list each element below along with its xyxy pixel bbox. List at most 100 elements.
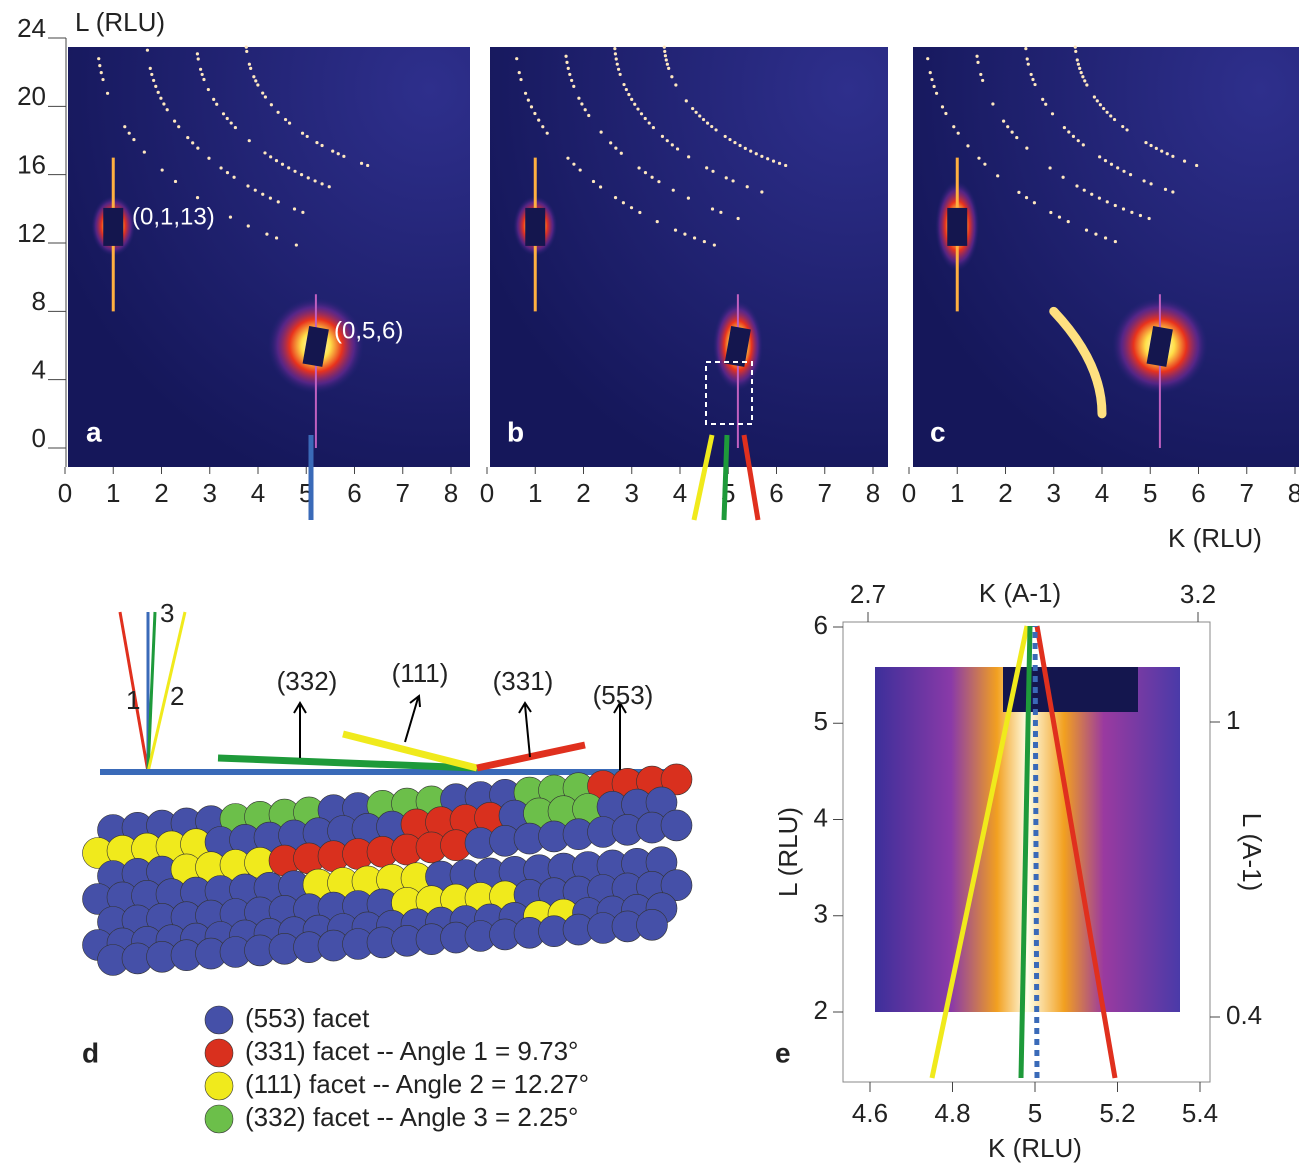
x-tick-label: 5: [1143, 478, 1157, 508]
bragg-dot: [583, 108, 587, 112]
bragg-dot: [639, 112, 644, 116]
bragg-dot: [743, 146, 747, 150]
bragg-dot: [710, 207, 715, 211]
bragg-dot: [305, 134, 309, 139]
bragg-dot: [1105, 200, 1109, 204]
bragg-dot: [1149, 182, 1153, 186]
bragg-dot: [651, 125, 655, 130]
bragg-dot: [515, 57, 519, 61]
bragg-dot: [537, 118, 541, 122]
bragg-dot: [660, 134, 665, 138]
y-tick-label: 5: [814, 706, 828, 736]
bragg-dot: [975, 54, 979, 58]
surface-111: [342, 730, 478, 772]
bragg-dot: [523, 91, 528, 95]
right-axis-label: L (A-1): [1237, 813, 1267, 892]
bragg-dot: [196, 57, 200, 61]
bragg-dot: [195, 196, 200, 200]
bragg-dot: [979, 72, 983, 77]
bragg-dot: [614, 146, 618, 150]
bragg-dot: [564, 54, 568, 58]
bragg-dot: [636, 107, 640, 111]
bragg-dot: [670, 75, 674, 79]
bragg-dot: [269, 103, 273, 107]
bragg-dot: [1165, 152, 1169, 156]
bragg-dot: [228, 215, 233, 219]
y-tick-label: 20: [17, 81, 46, 111]
bragg-dot: [1050, 112, 1055, 116]
bragg-dot: [675, 147, 680, 151]
bragg-dot: [195, 52, 200, 56]
atom-model: [82, 763, 693, 976]
bragg-dot: [1048, 166, 1052, 170]
bragg-dot: [1163, 187, 1168, 192]
bragg-dot: [320, 143, 324, 148]
bragg-dot: [313, 179, 317, 183]
bragg-dot: [618, 72, 622, 77]
x-tick-label: 7: [396, 478, 410, 508]
right-tick-label: 1: [1226, 705, 1240, 735]
bragg-dot: [1128, 173, 1133, 177]
bragg-dot: [268, 196, 273, 200]
bragg-dot: [598, 185, 603, 189]
bragg-dot: [1026, 62, 1030, 66]
bragg-dot: [283, 117, 288, 122]
bragg-dot: [1025, 57, 1029, 61]
bragg-dot: [665, 139, 669, 143]
bragg-dot: [638, 210, 642, 215]
bragg-dot: [684, 99, 688, 103]
y-axis-label: L (RLU): [75, 7, 165, 37]
x-tick-label: 5: [1028, 1098, 1042, 1128]
bragg-dot: [981, 78, 985, 83]
legend-text: (332) facet -- Angle 3 = 2.25°: [245, 1102, 578, 1132]
bragg-dot: [244, 45, 248, 49]
bragg-dot: [1076, 139, 1080, 143]
bragg-dot: [198, 67, 203, 71]
x-tick-label: 1: [528, 478, 542, 508]
bragg-dot: [643, 116, 647, 121]
x-tick-label: 3: [203, 478, 217, 508]
bragg-dot: [966, 144, 970, 148]
bragg-dot: [159, 96, 163, 100]
x-axis-label: K (RLU): [1168, 523, 1262, 553]
bragg-dot: [336, 152, 340, 156]
atom: [636, 908, 668, 941]
bragg-dot: [1154, 146, 1158, 150]
bragg-dot: [1074, 49, 1078, 54]
diffraction-image: [490, 47, 888, 467]
bragg-dot: [760, 190, 764, 194]
y-tick-label: 6: [814, 610, 828, 640]
bragg-dot: [186, 135, 190, 140]
bragg-dot: [225, 171, 230, 175]
facet-label: (331): [493, 666, 554, 696]
bragg-dot: [609, 141, 613, 145]
bragg-dot: [1033, 82, 1037, 87]
beamstop: [525, 207, 546, 246]
bragg-dot: [1081, 143, 1085, 147]
bragg-dot: [1032, 201, 1036, 205]
annotation: (0,5,6): [334, 317, 403, 344]
bragg-dot: [1057, 215, 1062, 219]
panel-letter: e: [775, 1037, 791, 1068]
bragg-dot: [1103, 236, 1108, 240]
bragg-dot: [1103, 159, 1108, 163]
bragg-dot: [200, 72, 204, 77]
bragg-dot: [736, 216, 740, 221]
bragg-dot: [541, 125, 545, 129]
bragg-dot: [301, 210, 305, 214]
bragg-dot: [1144, 140, 1148, 145]
bragg-dot: [263, 95, 267, 99]
x-tick-label: 4.8: [934, 1098, 970, 1128]
bragg-dot: [711, 169, 715, 173]
bragg-dot: [976, 60, 980, 64]
bragg-dot: [533, 111, 537, 116]
bragg-dot: [687, 155, 691, 159]
diffraction-image: [68, 47, 470, 467]
bragg-dot: [148, 66, 152, 70]
beamstop: [302, 326, 329, 367]
atom: [660, 809, 693, 842]
bragg-dot: [1098, 103, 1102, 107]
legend-swatch: [204, 1071, 234, 1101]
bragg-dot: [1062, 125, 1066, 130]
bragg-dot: [698, 114, 702, 118]
